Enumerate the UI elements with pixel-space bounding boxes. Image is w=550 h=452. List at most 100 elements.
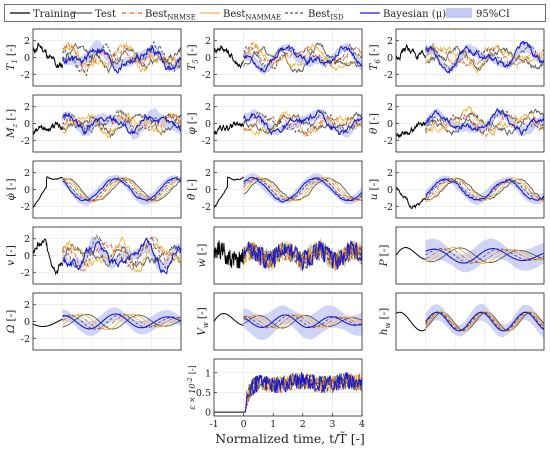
- y-tick-label: 0: [205, 185, 211, 196]
- panel-theta: 2 0 -2 θ[-]: [368, 94, 545, 153]
- y-tick-label: 1: [205, 368, 211, 379]
- series-best-nrmse: [62, 314, 181, 330]
- legend-box: [4, 4, 546, 22]
- panel-v: 2 0 -2 v[-]: [5, 226, 182, 285]
- y-tick-label: -2: [21, 202, 30, 213]
- plot-area-phidot: [33, 161, 181, 218]
- series-training: [33, 42, 64, 69]
- y-axis-label-Vw: Vw[-]: [196, 307, 210, 335]
- series-best-isd: [243, 43, 362, 71]
- plot-area-Vw: [214, 293, 362, 350]
- series-bayesian-mean: [243, 240, 362, 272]
- series-bayesian-mean: [62, 313, 181, 330]
- series-best-nrmse: [62, 236, 181, 273]
- y-tick-label: 2: [24, 234, 30, 245]
- series-best-nammae: [243, 176, 362, 202]
- panel-T5: 2 0 -2T5[-]: [186, 28, 363, 87]
- panel-eps: 10.50-1 0 1 2 3 4ε × 10-2[-]: [186, 358, 365, 430]
- series-bayesian-mean: [62, 44, 181, 74]
- panel-hw: hw[-]: [378, 292, 545, 351]
- series-best-nammae: [425, 247, 544, 264]
- y-axis-label-phidot: φ̇[-]: [4, 178, 17, 200]
- series-training: [396, 43, 427, 62]
- y-tick-label: 2: [24, 36, 30, 47]
- y-tick-label: 0: [205, 408, 211, 419]
- series-test: [62, 42, 181, 74]
- plot-area-thetadot: [214, 161, 362, 218]
- series-best-nammae: [62, 313, 181, 331]
- series-bayesian-mean: [62, 237, 181, 275]
- y-tick-label: 2: [205, 102, 211, 113]
- x-tick-label: 4: [359, 419, 365, 430]
- panel-thetadot: 2 0 -2 θ̇[-]: [185, 160, 363, 219]
- y-tick-label: 0: [205, 119, 211, 130]
- y-tick-label: 2: [24, 300, 30, 311]
- series-best-isd: [425, 110, 544, 134]
- series-training: [396, 311, 426, 332]
- x-tick-label: 2: [300, 419, 306, 430]
- panel-w: ẇ[-]: [196, 226, 363, 285]
- series-best-nammae: [62, 235, 181, 273]
- y-tick-label: -2: [21, 136, 30, 147]
- series-bayesian-mean: [425, 248, 544, 264]
- series-bayesian-mean: [243, 371, 362, 413]
- plot-area-phi: [214, 95, 362, 152]
- series-best-nammae: [62, 111, 181, 139]
- series-best-nrmse: [425, 248, 544, 264]
- series-bayesian-mean: [243, 314, 362, 329]
- y-tick-label: -2: [21, 268, 30, 279]
- y-tick-label: -2: [21, 70, 30, 81]
- y-tick-label: -2: [384, 70, 393, 81]
- legend-entry-training: Training: [10, 9, 77, 20]
- series-training: [396, 120, 426, 139]
- legend-label-test: Test: [95, 9, 116, 20]
- y-tick-label: -2: [202, 136, 211, 147]
- panel-u: 2 0 -2 u[-]: [368, 160, 545, 219]
- y-axis-label-v: v[-]: [5, 245, 17, 266]
- series-test: [62, 313, 181, 330]
- series-best-isd: [62, 40, 181, 77]
- plot-area-theta: [396, 95, 544, 152]
- panel-T6: 2 0 -2T6[-]: [368, 28, 545, 87]
- legend: Training Test BestNRMSE BestNAMMAE BestISD Ba…: [4, 4, 546, 22]
- y-axis-label-hw: hw[-]: [378, 308, 392, 336]
- plot-area-Omega: [33, 293, 181, 350]
- series-best-nammae: [425, 44, 544, 74]
- legend-label-nrmse: BestNRMSE: [145, 9, 196, 22]
- y-tick-label: 2: [24, 102, 30, 113]
- plot-area-Mz: [33, 95, 181, 152]
- panel-P: P[-]: [378, 226, 545, 285]
- series-best-nrmse: [243, 241, 362, 269]
- panel-Omega: 2 0 -2 Ω[-]: [5, 292, 182, 351]
- y-tick-label: 0.5: [196, 388, 211, 399]
- series-best-nrmse: [62, 177, 181, 202]
- y-tick-label: -2: [384, 136, 393, 147]
- panel-frame: [395, 226, 545, 285]
- panel-phidot: 2 0 -2 φ̇[-]: [4, 160, 182, 219]
- y-axis-label-u: u[-]: [368, 179, 380, 201]
- legend-label-ci: 95%CI: [476, 9, 510, 20]
- series-bayesian-mean: [62, 177, 181, 202]
- series-training: [214, 120, 245, 135]
- series-bayesian-mean: [425, 178, 544, 202]
- series-best-nrmse: [425, 43, 544, 69]
- y-tick-label: 0: [205, 53, 211, 64]
- y-tick-label: -2: [384, 202, 393, 213]
- y-tick-label: 2: [205, 168, 211, 179]
- y-tick-label: 2: [387, 102, 393, 113]
- series-training: [396, 187, 426, 209]
- plot-area-T6: [396, 29, 544, 86]
- panel-phi: 2 0 -2 φ[-]: [186, 94, 363, 153]
- series-best-isd: [425, 43, 544, 71]
- y-tick-label: 2: [387, 168, 393, 179]
- series-best-nrmse: [62, 40, 181, 74]
- y-axis-label-T5: T5[-]: [186, 44, 200, 70]
- series-test: [425, 177, 544, 201]
- series-test: [425, 247, 544, 264]
- series-bayesian-mean: [62, 111, 181, 136]
- series-training: [396, 247, 426, 260]
- ci-band: [62, 235, 181, 273]
- legend-label-isd: BestISD: [308, 9, 344, 22]
- panel-Vw: Vw[-]: [196, 292, 363, 351]
